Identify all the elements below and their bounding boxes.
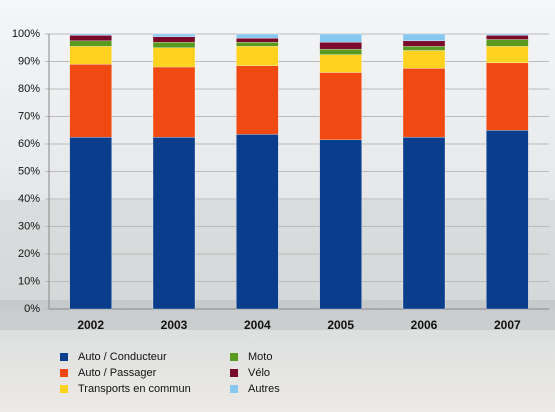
bar-segment [70, 64, 112, 137]
bar-segment [403, 137, 445, 309]
bar-segment [486, 40, 528, 47]
legend-swatch [230, 369, 238, 377]
bar-segment [236, 38, 278, 42]
bar-segment [153, 34, 195, 37]
bar-segment [70, 41, 112, 47]
legend-label: Auto / Passager [78, 367, 157, 379]
bar-segment [320, 55, 362, 73]
bar-segment [486, 63, 528, 130]
bar-segment [70, 34, 112, 35]
legend-label: Moto [248, 351, 272, 363]
legend-swatch [60, 385, 68, 393]
y-tick-label: 20% [18, 248, 40, 260]
bar-segment [236, 134, 278, 309]
y-tick-label: 90% [18, 55, 40, 67]
x-tick-label: 2007 [494, 318, 521, 332]
x-tick-label: 2003 [161, 318, 188, 332]
bar-segment [236, 46, 278, 65]
y-tick-label: 0% [24, 303, 40, 315]
y-tick-label: 10% [18, 275, 40, 287]
legend-swatch [230, 385, 238, 393]
y-tick-label: 40% [18, 193, 40, 205]
y-tick-label: 80% [18, 83, 40, 95]
bar-segment [320, 73, 362, 140]
y-tick-label: 70% [18, 110, 40, 122]
legend-swatch [230, 353, 238, 361]
legend-swatch [60, 353, 68, 361]
bar-segment [403, 41, 445, 47]
legend-label: Transports en commun [78, 383, 191, 395]
bar-segment [153, 67, 195, 137]
bar-segment [486, 46, 528, 63]
legend-swatch [60, 369, 68, 377]
bar-segment [153, 42, 195, 48]
bar-segment [236, 34, 278, 38]
x-tick-label: 2006 [411, 318, 438, 332]
y-tick-label: 50% [18, 165, 40, 177]
bar-segment [236, 66, 278, 135]
legend-label: Auto / Conducteur [78, 351, 167, 363]
bar-segment [486, 34, 528, 35]
bar-segment [403, 51, 445, 69]
y-tick-label: 60% [18, 138, 40, 150]
bar-segment [153, 137, 195, 309]
bar-segment [320, 34, 362, 42]
bar-segment [320, 140, 362, 309]
chart: 0% 10% 20% 30% 40% 50% 60% 70% 80% 90% 100% 2002 200… [0, 0, 555, 412]
bar-segment [70, 35, 112, 41]
bar-segment [403, 46, 445, 50]
bar-segment [403, 34, 445, 41]
bar-segment [486, 35, 528, 39]
bar-segment [70, 137, 112, 309]
legend-label: Autres [248, 383, 280, 395]
bar-segment [153, 48, 195, 67]
bar-segment [70, 46, 112, 64]
bar-segment [320, 42, 362, 49]
x-tick-label: 2002 [77, 318, 104, 332]
bar-segment [486, 130, 528, 309]
bar-segment [153, 37, 195, 43]
bar-segment [320, 49, 362, 55]
y-tick-label: 100% [12, 28, 40, 40]
y-tick-label: 30% [18, 220, 40, 232]
bar-segment [236, 42, 278, 46]
x-tick-label: 2005 [327, 318, 354, 332]
x-tick-label: 2004 [244, 318, 271, 332]
bar-segment [403, 68, 445, 137]
legend-label: Vélo [248, 367, 270, 379]
